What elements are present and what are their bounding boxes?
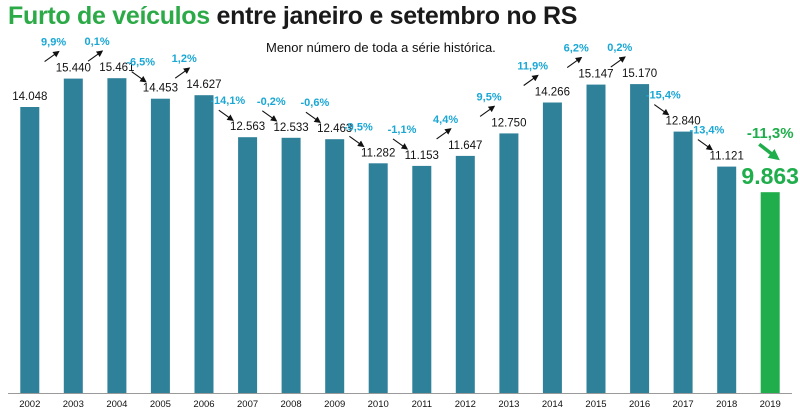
change-arrow-2003	[44, 50, 60, 63]
change-label-2015: 6,2%	[564, 43, 589, 55]
x-tick-2003: 2003	[63, 399, 84, 410]
bar-2019	[760, 192, 780, 393]
x-tick-2015: 2015	[585, 399, 606, 410]
bar-2008	[281, 137, 301, 393]
bar-2003	[63, 78, 83, 393]
change-arrow-2018	[697, 139, 713, 151]
value-label-2018: 11.121	[710, 151, 744, 163]
value-label-2005: 14.453	[143, 83, 178, 95]
value-label-2006: 14.627	[186, 79, 221, 91]
change-arrow-2014	[523, 74, 539, 86]
x-tick-2002: 2002	[19, 399, 40, 410]
chart-title-rest: entre janeiro e setembro no RS	[216, 2, 578, 30]
change-label-2004: 0,1%	[85, 36, 110, 48]
value-label-2004: 15.461	[99, 62, 134, 74]
x-tick-2013: 2013	[498, 399, 519, 410]
bar-2017	[673, 131, 693, 393]
value-label-2010: 11.282	[361, 147, 395, 159]
value-label-2017: 12.840	[666, 116, 701, 128]
x-tick-2008: 2008	[281, 399, 302, 410]
value-labels: 14.048 15.440 15.461 14.453 14.627 12.563 12.5…	[12, 62, 799, 189]
x-tick-2007: 2007	[237, 399, 258, 410]
x-tick-2006: 2006	[193, 399, 214, 410]
change-arrow-2011	[392, 138, 409, 150]
bar-2010	[368, 163, 388, 393]
change-arrow-2004	[87, 50, 104, 62]
change-arrow-2009	[305, 111, 321, 123]
bar-2012	[455, 155, 475, 393]
change-label-2010: -9,5%	[344, 121, 373, 133]
change-label-2016: 0,2%	[607, 42, 632, 54]
change-label-2013: 9,5%	[477, 91, 502, 103]
change-label-2008: -0,2%	[257, 96, 286, 108]
value-label-2012: 11.647	[448, 140, 482, 152]
value-label-2008: 12.533	[274, 122, 309, 134]
change-label-2011: -1,1%	[388, 124, 417, 136]
bar-2015	[586, 84, 606, 393]
change-label-2017: -15,4%	[646, 90, 681, 102]
change-arrow-2017	[653, 104, 670, 116]
change-arrow-2012	[436, 128, 452, 140]
x-tick-2011: 2011	[412, 399, 432, 410]
change-arrow-2015	[566, 56, 583, 69]
value-label-2003: 15.440	[56, 63, 91, 75]
change-label-2006: 1,2%	[172, 53, 197, 65]
value-label-2014: 14.266	[535, 87, 570, 99]
change-arrow-2005	[131, 71, 147, 83]
chart-title: Furto de veículos entre janeiro e setemb…	[8, 2, 577, 31]
x-tick-2014: 2014	[542, 399, 563, 410]
x-axis-ticks: 2002 2003 2004 2005 2006 2007 2008 2009 2010 2011…	[19, 399, 781, 410]
value-label-2011: 11.153	[405, 150, 439, 162]
change-arrow-2006	[174, 67, 191, 79]
value-label-2015: 15.147	[578, 69, 613, 81]
x-tick-2017: 2017	[673, 399, 694, 410]
bar-2006	[194, 95, 214, 393]
x-tick-2019: 2019	[760, 399, 781, 410]
change-labels: 9,9% 0,1% -6,5% 1,2% -14,1% -0,2% -0,6% -9,5% -1…	[41, 36, 793, 142]
bar-2009	[325, 139, 345, 393]
change-label-2009: -0,6%	[301, 97, 330, 109]
change-arrow-2016	[610, 56, 626, 68]
bar-2004	[107, 78, 127, 393]
bar-2005	[150, 98, 170, 393]
x-tick-2005: 2005	[150, 399, 171, 410]
change-label-2014: 11,9%	[517, 61, 548, 73]
x-tick-2012: 2012	[455, 399, 476, 410]
x-tick-2010: 2010	[368, 399, 389, 410]
change-arrow-2007	[218, 109, 234, 121]
change-arrow-2013	[479, 105, 496, 117]
change-arrow-2019	[758, 142, 780, 161]
bar-2018	[717, 166, 737, 393]
chart-annotation: Menor número de toda a série histórica.	[266, 40, 496, 55]
value-label-2019: 9.863	[741, 163, 799, 189]
value-label-2009: 12.463	[317, 123, 352, 135]
x-tick-2009: 2009	[324, 399, 345, 410]
change-arrows	[44, 50, 780, 161]
x-tick-2016: 2016	[629, 399, 650, 410]
bar-2014	[542, 102, 562, 393]
change-label-2005: -6,5%	[126, 57, 155, 69]
change-label-2012: 4,4%	[433, 114, 458, 126]
x-tick-2004: 2004	[106, 399, 127, 410]
change-label-2018: -13,4%	[689, 125, 724, 137]
value-label-2007: 12.563	[230, 121, 265, 133]
change-label-2003: 9,9%	[41, 37, 66, 49]
bar-2013	[499, 133, 519, 393]
value-label-2013: 12.750	[491, 117, 526, 129]
bar-2007	[238, 137, 258, 393]
x-tick-2018: 2018	[716, 399, 737, 410]
change-arrow-2010	[349, 135, 365, 148]
change-label-2019: -11,3%	[747, 125, 794, 142]
change-label-2007: -14,1%	[210, 95, 245, 107]
chart-title-highlight: Furto de veículos	[8, 2, 210, 30]
bar-2016	[630, 84, 650, 393]
bar-series	[20, 78, 780, 393]
bar-2011	[412, 165, 432, 393]
bar-2002	[20, 107, 40, 393]
value-label-2002: 14.048	[12, 91, 47, 103]
value-label-2016: 15.170	[622, 68, 657, 80]
change-arrow-2008	[261, 110, 278, 122]
